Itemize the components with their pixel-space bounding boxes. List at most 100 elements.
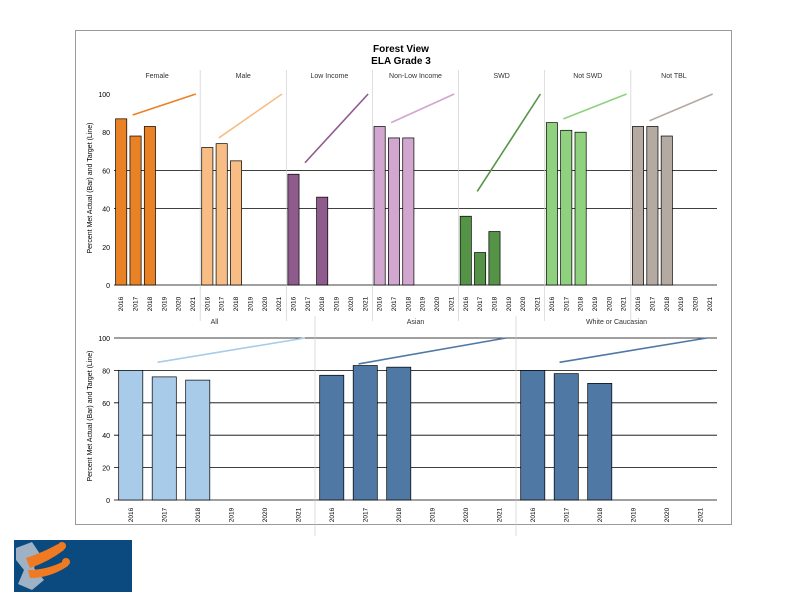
target-line-asian [358, 337, 507, 365]
chart-title: Forest View [373, 44, 429, 55]
y-tick-label: 20 [102, 245, 110, 252]
target-line-female [132, 93, 197, 116]
bar-all-2017 [151, 376, 177, 501]
x-tick-label: 2016 [377, 296, 384, 311]
target-line-low-income [304, 93, 369, 164]
x-tick-label: 2017 [161, 507, 168, 522]
y-tick-label: 20 [102, 466, 110, 473]
x-tick-label: 2018 [597, 507, 604, 522]
x-tick-label: 2017 [649, 296, 656, 311]
series-label-all: All [211, 319, 219, 326]
x-tick-label: 2017 [563, 507, 570, 522]
x-tick-label: 2020 [664, 507, 671, 522]
x-tick-label: 2017 [391, 296, 398, 311]
target-line-male [218, 93, 283, 139]
bottom-ylabel: Percent Met Actual (Bar) and Target (Lin… [87, 351, 94, 482]
x-tick-label: 2017 [477, 296, 484, 311]
bar-non-low-income-2018 [402, 137, 415, 286]
target-line-swd [476, 93, 542, 192]
bar-white-or-caucasian-2018 [587, 383, 613, 501]
y-tick-label: 40 [102, 207, 110, 214]
logo-graphic [14, 540, 132, 592]
x-tick-label: 2021 [621, 296, 628, 311]
x-tick-label: 2018 [396, 507, 403, 522]
x-tick-label: 2020 [434, 296, 441, 311]
x-tick-label: 2017 [563, 296, 570, 311]
x-tick-label: 2020 [520, 296, 527, 311]
x-tick-label: 2018 [664, 296, 671, 311]
x-tick-label: 2021 [448, 296, 455, 311]
x-tick-label: 2020 [176, 296, 183, 311]
x-tick-label: 2018 [147, 296, 154, 311]
bar-not-swd-2018 [574, 131, 587, 286]
series-label-asian: Asian [407, 319, 425, 326]
x-tick-label: 2017 [133, 296, 140, 311]
bar-low-income-2018 [316, 196, 329, 286]
bar-male-2017 [215, 143, 228, 286]
x-tick-label: 2019 [592, 296, 599, 311]
x-tick-label: 2021 [697, 507, 704, 522]
x-tick-label: 2020 [348, 296, 355, 311]
x-tick-label: 2018 [405, 296, 412, 311]
y-tick-label: 100 [98, 336, 110, 343]
bar-asian-2018 [386, 366, 412, 501]
y-tick-label: 60 [102, 401, 110, 408]
x-tick-label: 2020 [262, 507, 269, 522]
bar-swd-2017 [474, 252, 487, 286]
x-tick-label: 2018 [233, 296, 240, 311]
bar-male-2016 [201, 147, 214, 286]
series-label-white-or-caucasian: White or Caucasian [586, 319, 647, 326]
x-tick-label: 2018 [195, 507, 202, 522]
bar-asian-2016 [319, 374, 345, 501]
x-tick-label: 2021 [496, 507, 503, 522]
x-tick-label: 2019 [630, 507, 637, 522]
x-tick-label: 2021 [707, 296, 714, 311]
y-tick-label: 0 [106, 498, 110, 505]
bar-not-tbl-2018 [660, 135, 673, 286]
bar-asian-2017 [352, 365, 378, 501]
bar-white-or-caucasian-2016 [520, 370, 546, 501]
x-tick-label: 2016 [118, 296, 125, 311]
target-line-all [157, 337, 306, 364]
x-tick-label: 2017 [219, 296, 226, 311]
top-ylabel: Percent Met Actual (Bar) and Target (Lin… [87, 123, 94, 254]
bar-all-2018 [185, 379, 211, 501]
series-label-female: Female [145, 73, 168, 80]
series-label-not-swd: Not SWD [573, 73, 602, 80]
x-tick-label: 2019 [506, 296, 513, 311]
x-tick-label: 2016 [530, 507, 537, 522]
target-line-non-low-income [390, 93, 455, 124]
bar-white-or-caucasian-2017 [553, 373, 579, 501]
bar-swd-2018 [488, 231, 501, 286]
x-tick-label: 2018 [578, 296, 585, 311]
y-tick-label: 80 [102, 130, 110, 137]
x-tick-label: 2018 [491, 296, 498, 311]
x-tick-label: 2019 [161, 296, 168, 311]
x-tick-label: 2017 [362, 507, 369, 522]
y-tick-label: 100 [98, 92, 110, 99]
x-tick-label: 2020 [463, 507, 470, 522]
x-tick-label: 2016 [290, 296, 297, 311]
x-tick-label: 2016 [204, 296, 211, 311]
bar-not-swd-2016 [545, 122, 558, 286]
bar-female-2017 [129, 135, 142, 286]
series-label-male: Male [236, 73, 251, 80]
x-tick-label: 2019 [429, 507, 436, 522]
bar-not-tbl-2016 [632, 126, 644, 286]
x-tick-label: 2021 [295, 507, 302, 522]
x-tick-label: 2019 [420, 296, 427, 311]
y-tick-label: 80 [102, 368, 110, 375]
target-line-white-or-caucasian [559, 337, 708, 364]
target-line-not-swd [563, 93, 627, 120]
x-tick-label: 2021 [535, 296, 542, 311]
bar-low-income-2016 [287, 173, 300, 286]
x-tick-label: 2019 [228, 507, 235, 522]
x-tick-label: 2016 [329, 507, 336, 522]
bar-all-2016 [118, 370, 144, 501]
bar-male-2018 [230, 160, 242, 286]
bar-not-tbl-2017 [646, 126, 659, 286]
bar-female-2018 [143, 126, 156, 286]
x-tick-label: 2020 [692, 296, 699, 311]
y-tick-label: 40 [102, 433, 110, 440]
bar-non-low-income-2016 [373, 126, 386, 286]
